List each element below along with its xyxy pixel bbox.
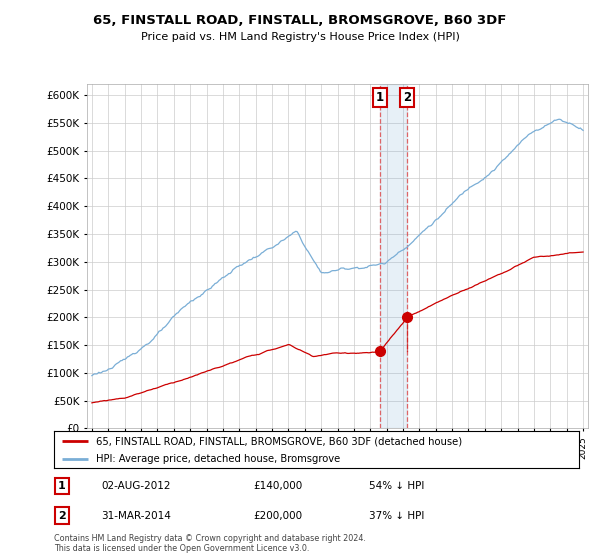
Bar	[380, 84, 407, 428]
Text: HPI: Average price, detached house, Bromsgrove: HPI: Average price, detached house, Brom…	[96, 454, 340, 464]
Text: 65, FINSTALL ROAD, FINSTALL, BROMSGROVE, B60 3DF: 65, FINSTALL ROAD, FINSTALL, BROMSGROVE,…	[94, 14, 506, 27]
Text: £140,000: £140,000	[254, 481, 303, 491]
Text: 37% ↓ HPI: 37% ↓ HPI	[369, 511, 424, 521]
Text: Price paid vs. HM Land Registry's House Price Index (HPI): Price paid vs. HM Land Registry's House …	[140, 32, 460, 43]
Text: 02-AUG-2012: 02-AUG-2012	[101, 481, 171, 491]
Text: 2: 2	[58, 511, 66, 521]
Text: 1: 1	[376, 91, 384, 104]
Text: 65, FINSTALL ROAD, FINSTALL, BROMSGROVE, B60 3DF (detached house): 65, FINSTALL ROAD, FINSTALL, BROMSGROVE,…	[96, 436, 462, 446]
Text: £200,000: £200,000	[254, 511, 302, 521]
Text: 2: 2	[403, 91, 411, 104]
Text: 31-MAR-2014: 31-MAR-2014	[101, 511, 171, 521]
Text: Contains HM Land Registry data © Crown copyright and database right 2024.
This d: Contains HM Land Registry data © Crown c…	[54, 534, 366, 553]
Text: 54% ↓ HPI: 54% ↓ HPI	[369, 481, 424, 491]
Text: 1: 1	[58, 481, 66, 491]
